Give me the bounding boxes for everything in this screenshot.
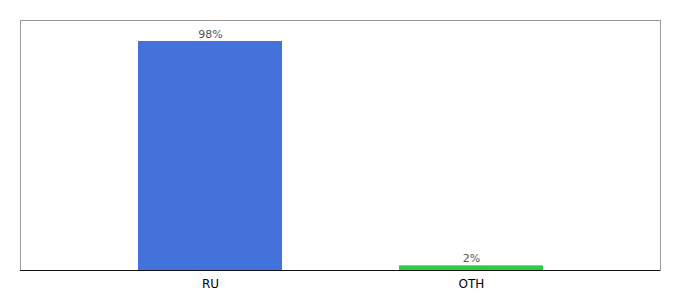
svg-text:98%: 98% [198, 28, 222, 41]
svg-text:2%: 2% [463, 252, 480, 265]
svg-text:RU: RU [202, 277, 219, 291]
svg-text:OTH: OTH [459, 277, 485, 291]
